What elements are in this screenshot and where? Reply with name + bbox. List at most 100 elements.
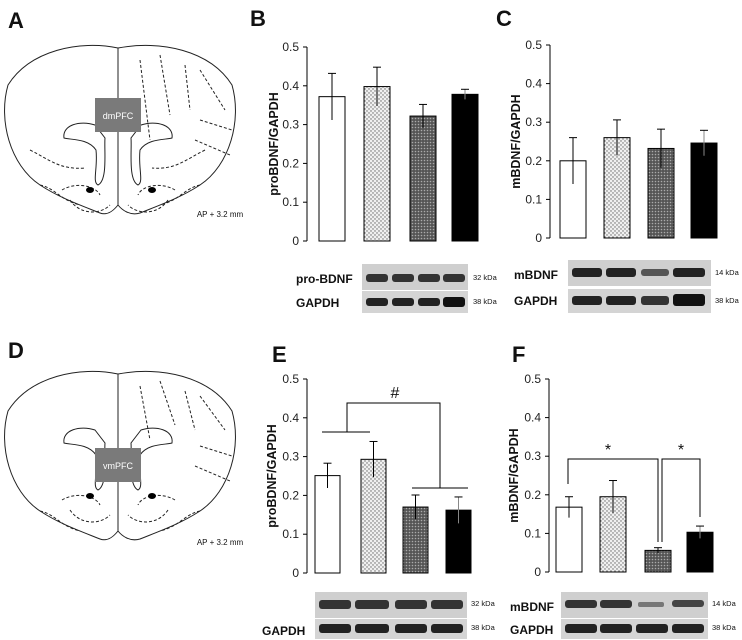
bar-4: [445, 509, 472, 574]
bar-4: [690, 142, 718, 239]
blot-strip-gapdh-b: [362, 291, 468, 313]
y-axis-label: proBDNF/GAPDH: [265, 424, 279, 527]
panel-letter-e: E: [272, 342, 287, 367]
bar-1: [555, 506, 583, 573]
blot-band: [565, 600, 597, 608]
blot-label-gapdh-c: GAPDH: [514, 294, 557, 308]
significance-marker-1: *: [605, 442, 611, 459]
panel-letter-d: D: [8, 338, 24, 363]
blot-kda-gapdh-c: 38 kDa: [715, 296, 740, 305]
y-tick-label: 0.4: [282, 79, 299, 93]
blot-band: [606, 296, 636, 305]
blot-band: [600, 600, 632, 608]
blot-band: [392, 298, 414, 306]
western-blot-f: mBDNF GAPDH 14 kDa 38 kDa: [510, 592, 737, 639]
western-blot-c: mBDNF GAPDH 14 kDa 38 kDa: [514, 260, 740, 313]
blot-band: [443, 297, 465, 307]
blot-label-target-f: mBDNF: [510, 600, 554, 614]
blot-label-target-c: mBDNF: [514, 268, 558, 282]
blot-strip-gapdh-f: [561, 619, 708, 639]
blot-kda-target-f: 14 kDa: [712, 599, 737, 608]
blot-band: [572, 268, 602, 277]
blot-band: [395, 624, 427, 633]
blot-band: [673, 268, 705, 277]
y-axis-label: proBDNF/GAPDH: [267, 92, 281, 195]
blot-band: [431, 600, 463, 609]
blot-band: [672, 600, 704, 607]
blot-band: [392, 274, 414, 282]
blot-kda-target-b: 32 kDa: [473, 273, 498, 282]
region-label-d: vmPFC: [103, 461, 133, 471]
blot-band: [565, 624, 597, 633]
bar-3: [409, 115, 437, 242]
bar-2: [360, 458, 387, 574]
y-tick-label: 0.4: [282, 411, 299, 425]
blot-band: [418, 274, 440, 282]
panel-letter-b: B: [250, 6, 266, 31]
chart-b: 0 0.1 0.2 0.3 0.4 0.5 proBDNF/GAPDH: [267, 40, 479, 248]
significance-marker: #: [391, 385, 400, 402]
ap-label-d: AP + 3.2 mm: [197, 538, 244, 547]
blot-band: [319, 600, 351, 609]
blot-kda-target-e: 32 kDa: [471, 599, 496, 608]
significance-bracket: [322, 402, 468, 489]
blot-strip-gapdh-e: [315, 619, 467, 639]
y-axis-label: mBDNF/GAPDH: [509, 94, 523, 188]
ventricle-dot-left-a: [86, 187, 94, 193]
y-axis-label: mBDNF/GAPDH: [507, 428, 521, 522]
blot-label-gapdh-e: GAPDH: [262, 624, 305, 638]
y-tick-label: 0.1: [525, 192, 542, 206]
blot-band: [319, 624, 351, 633]
significance-bracket-1: [567, 458, 659, 542]
y-tick-label: 0.2: [525, 154, 542, 168]
blot-band: [600, 624, 632, 633]
y-tick-label: 0.1: [524, 526, 541, 540]
y-tick-label: 0.4: [525, 77, 542, 91]
blot-label-gapdh-f: GAPDH: [510, 623, 553, 637]
blot-kda-gapdh-b: 38 kDa: [473, 297, 498, 306]
blot-band: [431, 624, 463, 633]
bar-3: [644, 549, 672, 573]
blot-band: [395, 600, 427, 609]
blot-band: [355, 624, 389, 633]
panel-letter-a: A: [8, 8, 24, 33]
blot-kda-gapdh-f: 38 kDa: [712, 623, 737, 632]
blot-band: [672, 624, 704, 633]
chart-c: 0 0.1 0.2 0.3 0.4 0.5 mBDNF/GAPDH: [509, 38, 718, 245]
blot-kda-gapdh-e: 38 kDa: [471, 623, 496, 632]
blot-band: [641, 269, 669, 276]
bar-1: [318, 96, 346, 242]
panel-letter-f: F: [512, 342, 525, 367]
y-tick-label: 0.5: [525, 38, 542, 52]
bar-4: [451, 93, 479, 242]
blot-band: [636, 624, 668, 633]
blot-band: [355, 600, 389, 609]
panel-letter-c: C: [496, 6, 512, 31]
ap-label-a: AP + 3.2 mm: [197, 210, 244, 219]
bar-2: [363, 86, 391, 242]
blot-band: [418, 298, 440, 306]
ventricle-dot-right-d: [148, 493, 156, 499]
region-box-d: [95, 448, 141, 482]
blot-band: [366, 298, 388, 306]
blot-band: [572, 296, 602, 305]
y-tick-label: 0.2: [524, 488, 541, 502]
western-blot-b: pro-BDNF GAPDH 32 kDa 38 kDa: [296, 264, 498, 313]
blot-band: [606, 268, 636, 277]
bar-1: [314, 475, 341, 574]
blot-band: [638, 602, 664, 607]
blot-label-target-b: pro-BDNF: [296, 272, 353, 286]
y-tick-label: 0: [534, 565, 541, 579]
ventricle-dot-left-d: [86, 493, 94, 499]
blot-band: [443, 274, 465, 282]
y-tick-label: 0.5: [282, 372, 299, 386]
chart-e: 0 0.1 0.2 0.3 0.4 0.5 proBDNF/GAPDH #: [265, 372, 472, 580]
brain-section-a: [4, 44, 236, 215]
y-tick-label: 0.5: [282, 40, 299, 54]
bar-4: [686, 531, 714, 573]
y-tick-label: 0.1: [282, 527, 299, 541]
chart-f: 0 0.1 0.2 0.3 0.4 0.5 mBDNF/GAPDH * *: [507, 372, 714, 579]
y-tick-label: 0.2: [282, 488, 299, 502]
significance-marker-2: *: [678, 442, 684, 459]
